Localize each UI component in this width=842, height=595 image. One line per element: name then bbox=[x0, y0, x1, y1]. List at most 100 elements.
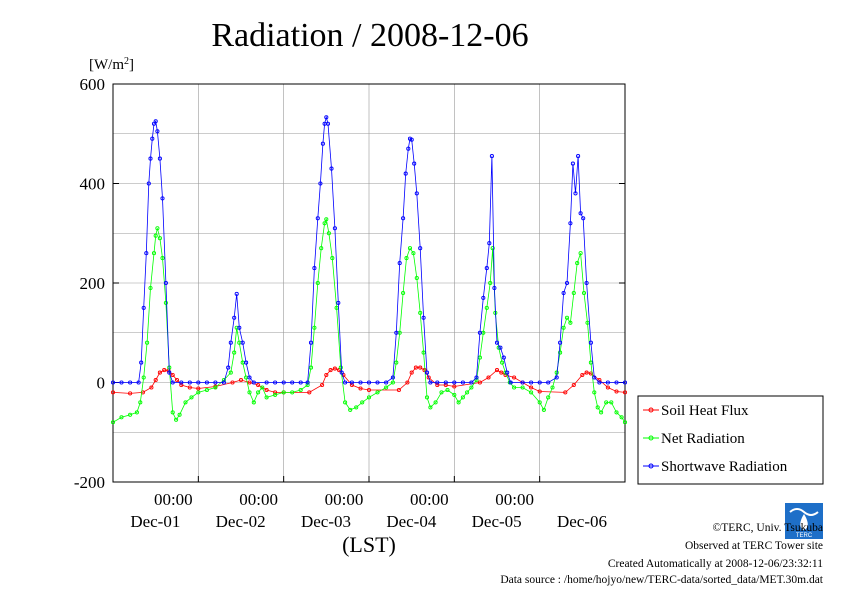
data-point bbox=[343, 400, 348, 405]
series-line bbox=[113, 115, 625, 383]
data-point bbox=[469, 385, 474, 390]
data-point bbox=[315, 280, 320, 286]
data-point bbox=[418, 310, 423, 315]
data-point bbox=[424, 395, 430, 400]
data-point bbox=[162, 368, 167, 373]
data-point bbox=[390, 375, 395, 380]
data-point bbox=[541, 407, 546, 412]
data-point bbox=[581, 290, 587, 296]
data-point bbox=[407, 246, 413, 251]
logo-text: TERC bbox=[796, 533, 813, 539]
data-point bbox=[128, 391, 133, 396]
data-point bbox=[588, 340, 593, 345]
data-point bbox=[614, 410, 619, 415]
data-point bbox=[273, 390, 278, 395]
x-tick-date: Dec-03 bbox=[301, 512, 351, 531]
x-tick-date: Dec-05 bbox=[472, 512, 522, 531]
data-point bbox=[348, 407, 353, 412]
data-point bbox=[414, 191, 419, 196]
data-point bbox=[494, 340, 500, 345]
x-tick-time: 00:00 bbox=[410, 490, 449, 509]
data-point bbox=[584, 370, 589, 375]
data-point bbox=[238, 377, 244, 383]
data-point bbox=[251, 380, 256, 385]
data-point bbox=[384, 380, 389, 385]
data-point bbox=[187, 380, 192, 385]
data-point bbox=[605, 380, 610, 385]
data-point bbox=[435, 382, 440, 388]
data-point bbox=[550, 385, 555, 390]
data-point bbox=[332, 366, 337, 371]
data-point bbox=[477, 380, 482, 385]
data-point bbox=[481, 295, 486, 300]
data-point bbox=[452, 384, 457, 389]
data-point bbox=[520, 380, 525, 385]
y-axis-unit: [W/m2] bbox=[89, 56, 134, 73]
data-point bbox=[312, 266, 317, 271]
data-point bbox=[561, 325, 566, 330]
data-point bbox=[189, 395, 194, 400]
data-point bbox=[160, 196, 165, 201]
data-point bbox=[247, 390, 252, 395]
data-point bbox=[366, 395, 372, 400]
data-point bbox=[401, 216, 406, 221]
data-point bbox=[228, 370, 233, 375]
data-point bbox=[308, 340, 314, 345]
data-point bbox=[290, 380, 295, 385]
data-point bbox=[445, 387, 450, 393]
data-point bbox=[558, 340, 563, 345]
data-point bbox=[196, 386, 201, 391]
data-point bbox=[578, 211, 583, 216]
data-point bbox=[546, 395, 551, 400]
legend-label: Shortwave Radiation bbox=[661, 459, 788, 475]
data-point bbox=[428, 380, 433, 385]
data-point bbox=[501, 355, 506, 360]
footer-created: Created Automatically at 2008-12-06/23:3… bbox=[608, 558, 823, 570]
data-point bbox=[486, 375, 491, 380]
data-point bbox=[329, 166, 334, 171]
data-point bbox=[157, 370, 162, 375]
data-point bbox=[119, 415, 124, 420]
x-tick-time: 00:00 bbox=[325, 490, 364, 509]
data-point bbox=[474, 375, 479, 380]
data-point bbox=[520, 385, 525, 390]
data-point bbox=[439, 390, 444, 395]
legend-label: Soil Heat Flux bbox=[661, 403, 749, 419]
data-point bbox=[563, 390, 568, 395]
data-point bbox=[568, 320, 573, 325]
data-point bbox=[418, 365, 423, 370]
data-point bbox=[324, 217, 329, 222]
footer-copyright: ©TERC, Univ. Tsukuba bbox=[713, 522, 823, 534]
data-point bbox=[597, 377, 602, 383]
data-point bbox=[324, 115, 329, 120]
data-point bbox=[421, 315, 426, 320]
y-axis-unit-close: ] bbox=[129, 57, 134, 73]
data-point bbox=[281, 380, 286, 385]
data-point bbox=[196, 380, 201, 385]
data-point bbox=[167, 370, 172, 375]
data-point bbox=[237, 325, 242, 330]
wave-icon bbox=[789, 508, 819, 516]
data-point bbox=[315, 216, 320, 221]
data-point bbox=[196, 390, 201, 395]
data-point bbox=[144, 251, 149, 256]
data-point bbox=[240, 340, 245, 345]
data-point bbox=[163, 280, 168, 286]
data-point bbox=[477, 330, 482, 335]
data-point bbox=[433, 400, 438, 405]
data-point bbox=[151, 251, 157, 256]
footer-source: Data source : /home/hojyo/new/TERC-data/… bbox=[500, 574, 823, 586]
data-point bbox=[394, 360, 399, 365]
data-point bbox=[390, 380, 395, 385]
data-point bbox=[290, 390, 295, 395]
data-point bbox=[232, 350, 237, 355]
data-point bbox=[339, 370, 344, 375]
x-axis-label: (LST) bbox=[342, 532, 396, 557]
data-point bbox=[366, 387, 372, 393]
data-point bbox=[409, 370, 414, 375]
series-shortwave-radiation bbox=[110, 115, 628, 385]
data-point bbox=[153, 119, 158, 124]
data-point bbox=[452, 392, 457, 397]
data-point bbox=[256, 390, 261, 395]
